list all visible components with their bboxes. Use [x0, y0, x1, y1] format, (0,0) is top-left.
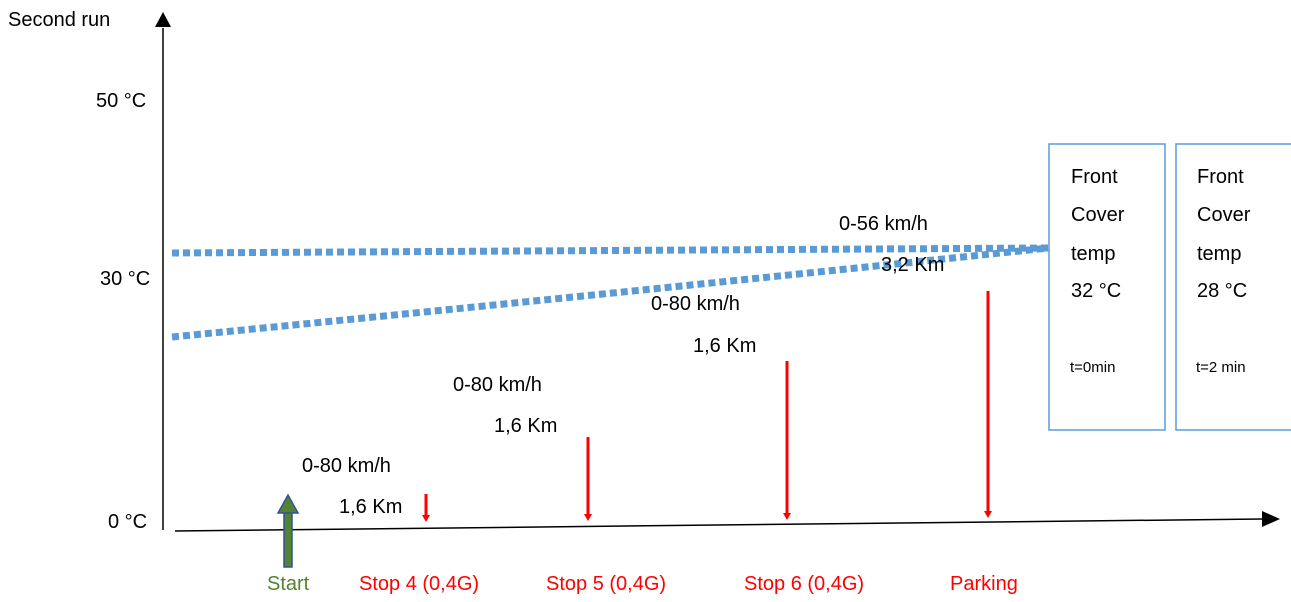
- stop6-arrowhead: [783, 513, 791, 520]
- box1-line1: Front: [1071, 166, 1118, 188]
- x-axis: [174, 518, 1263, 532]
- box2-line2: Cover: [1197, 204, 1251, 226]
- stop5-arrowhead: [584, 514, 592, 521]
- stop4-arrowhead: [422, 515, 430, 522]
- box1-line2: Cover: [1071, 204, 1125, 226]
- segment2-distance: 1,6 Km: [494, 415, 557, 437]
- start-arrow-shaft: [283, 511, 293, 568]
- segment3-distance: 1,6 Km: [693, 335, 756, 357]
- label-stop6: Stop 6 (0,4G): [744, 573, 864, 595]
- label-parking: Parking: [950, 573, 1018, 595]
- segment4-distance: 3,2 Km: [881, 254, 944, 276]
- box2-value: 28 °C: [1197, 280, 1247, 302]
- y-axis-title: Second run: [8, 9, 110, 31]
- box2-line3: temp: [1197, 243, 1241, 265]
- front-cover-temp-box-2: Front Cover temp 28 °C t=2 min: [1175, 143, 1291, 431]
- label-stop5: Stop 5 (0,4G): [546, 573, 666, 595]
- label-stop4: Stop 4 (0,4G): [359, 573, 479, 595]
- y-tick-50: 50 °C: [96, 90, 146, 112]
- front-cover-temp-box-1: Front Cover temp 32 °C t=0min: [1048, 143, 1166, 431]
- segment1-speed: 0-80 km/h: [302, 455, 391, 477]
- temp-line-lower: [171, 244, 1049, 341]
- temp-line-upper: [171, 244, 1049, 257]
- box1-value: 32 °C: [1071, 280, 1121, 302]
- x-axis-arrowhead: [1262, 511, 1280, 527]
- y-tick-30: 30 °C: [100, 268, 150, 290]
- start-arrow-head: [276, 493, 300, 514]
- box2-line1: Front: [1197, 166, 1244, 188]
- parking-arrowhead: [984, 511, 992, 518]
- box1-time: t=0min: [1070, 359, 1115, 376]
- segment1-distance: 1,6 Km: [339, 496, 402, 518]
- y-tick-0: 0 °C: [108, 511, 147, 533]
- segment4-speed: 0-56 km/h: [839, 213, 928, 235]
- box2-time: t=2 min: [1196, 359, 1246, 376]
- y-axis-arrowhead: [155, 12, 171, 27]
- segment3-speed: 0-80 km/h: [651, 293, 740, 315]
- label-start: Start: [267, 573, 310, 595]
- segment2-speed: 0-80 km/h: [453, 374, 542, 396]
- box1-line3: temp: [1071, 243, 1115, 265]
